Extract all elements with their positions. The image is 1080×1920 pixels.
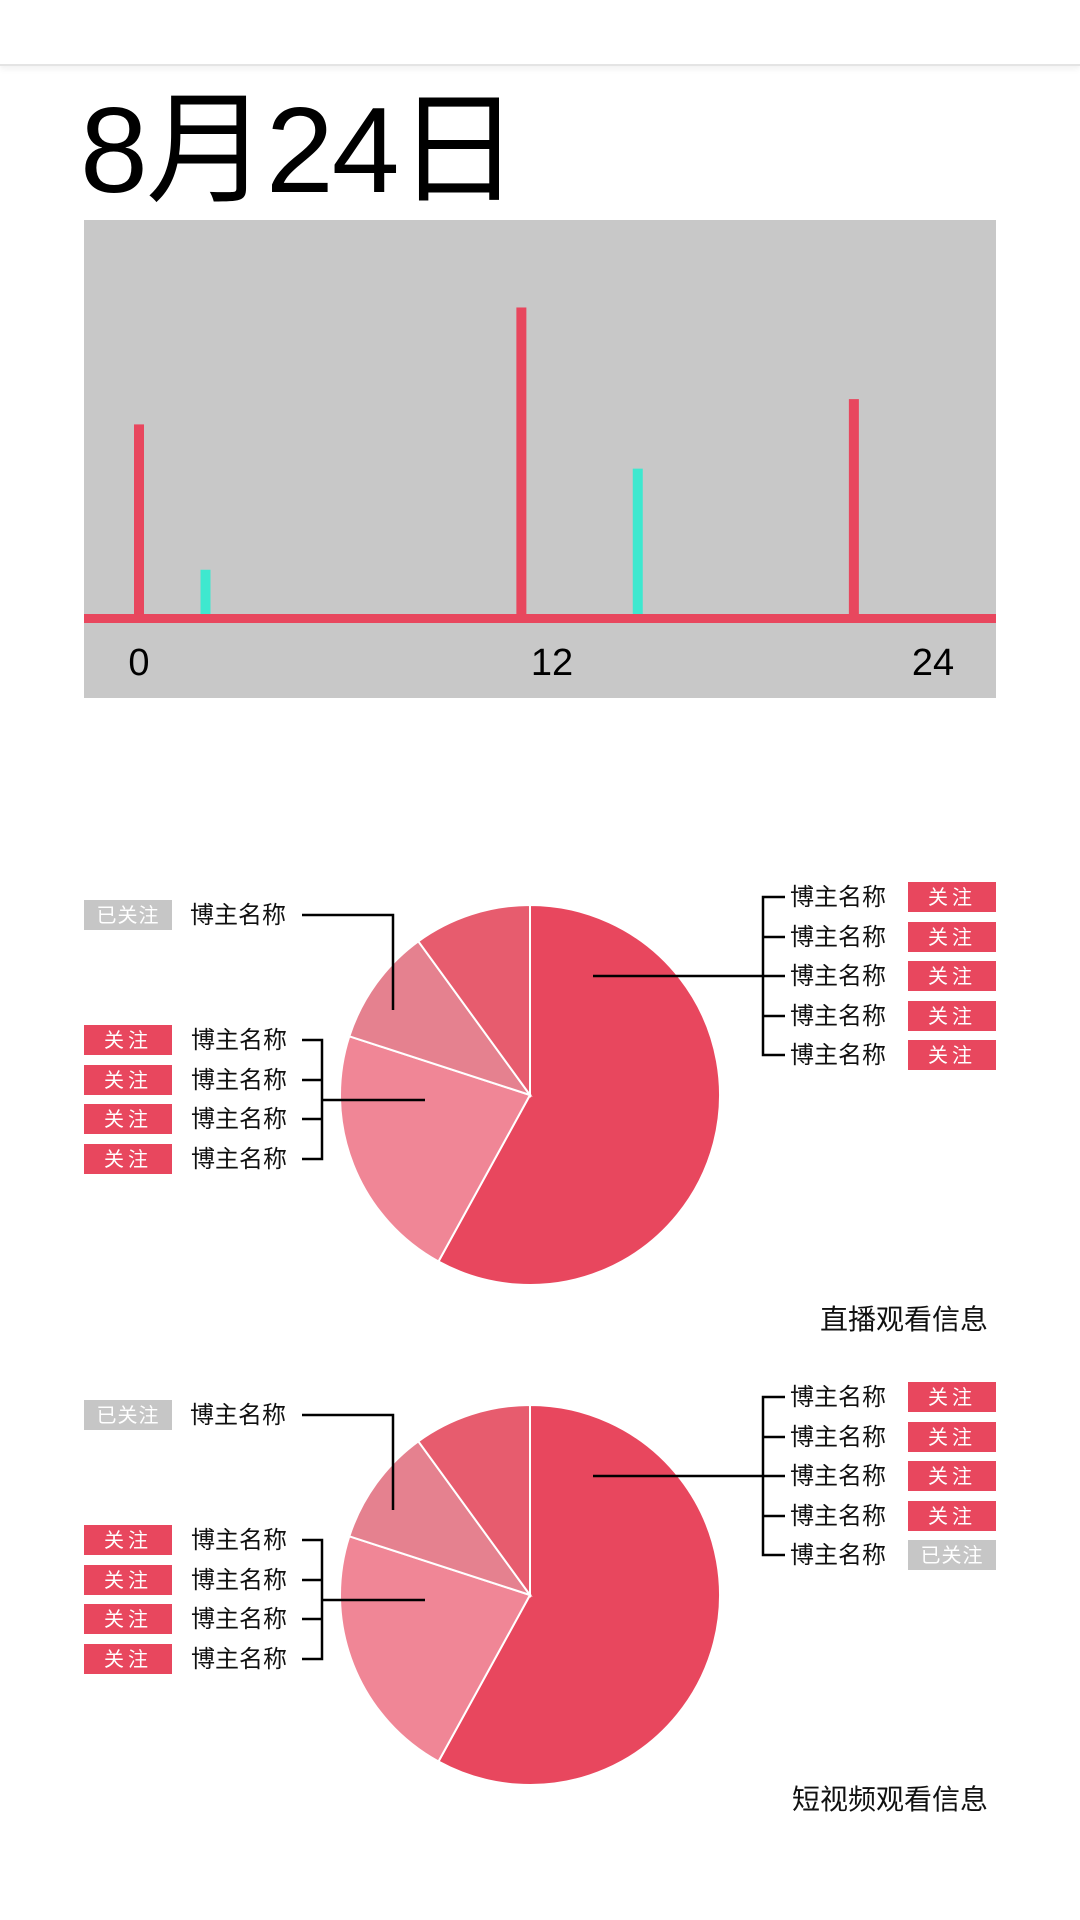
blogger-name: 博主名称 <box>790 1502 886 1530</box>
blogger-name: 博主名称 <box>191 1105 287 1133</box>
timeline-bar-cyan <box>632 468 643 614</box>
live-viewing-caption: 直播观看信息 <box>819 1303 988 1336</box>
leader-line-left-top <box>302 913 395 1010</box>
follow-button[interactable]: 关注 <box>908 1040 996 1070</box>
follow-button[interactable]: 关注 <box>908 922 996 952</box>
follow-button[interactable]: 关注 <box>908 1501 996 1531</box>
followed-badge[interactable]: 已关注 <box>908 1540 996 1570</box>
short-video-pie-chart <box>302 1395 785 1786</box>
blogger-name: 博主名称 <box>191 1066 287 1094</box>
follow-button[interactable]: 关注 <box>84 1065 172 1095</box>
live-pie-chart <box>302 895 785 1286</box>
follow-button[interactable]: 关注 <box>908 961 996 991</box>
right-blogger-row: 博主名称 关注 <box>790 1382 996 1412</box>
blogger-name: 博主名称 <box>790 1383 886 1411</box>
timeline-bar-red <box>134 424 144 614</box>
followed-badge[interactable]: 已关注 <box>84 900 172 930</box>
follow-button[interactable]: 关注 <box>84 1644 172 1674</box>
blogger-name: 博主名称 <box>790 1041 886 1069</box>
blogger-name: 博主名称 <box>191 1566 287 1594</box>
timeline-bar-red <box>516 307 527 614</box>
blogger-name: 博主名称 <box>191 1605 287 1633</box>
left-blogger-row: 关注 博主名称 <box>84 1065 287 1095</box>
right-blogger-row: 博主名称 关注 <box>790 1461 996 1491</box>
follow-button[interactable]: 关注 <box>84 1604 172 1634</box>
pie-slice-fourth <box>416 1403 531 1599</box>
follow-button[interactable]: 关注 <box>908 882 996 912</box>
follow-button[interactable]: 关注 <box>908 1461 996 1491</box>
blogger-name: 博主名称 <box>190 1401 286 1429</box>
right-blogger-row: 博主名称 关注 <box>790 922 996 952</box>
blogger-name: 博主名称 <box>790 923 886 951</box>
left-blogger-row: 关注 博主名称 <box>84 1025 287 1055</box>
short-video-caption: 短视频观看信息 <box>791 1783 988 1816</box>
left-top-blogger: 已关注 博主名称 <box>84 900 286 930</box>
pie-slice-main <box>437 903 721 1286</box>
follow-button[interactable]: 关注 <box>84 1525 172 1555</box>
live-viewing-section: 已关注 博主名称 关注 博主名称 关注 博主名称 关注 博主名称 关注 博主名称… <box>0 840 1080 1340</box>
left-blogger-row: 关注 博主名称 <box>84 1565 287 1595</box>
pie-slice-third <box>348 939 533 1097</box>
x-tick-label: 12 <box>530 642 574 684</box>
blogger-name: 博主名称 <box>790 962 886 990</box>
timeline-bar-cyan <box>200 569 211 614</box>
date-title: 8月24日 <box>80 82 520 218</box>
pie-slice-main <box>437 1403 721 1786</box>
right-blogger-row: 博主名称 关注 <box>790 1040 996 1070</box>
timeline-chart: 0 12 24 <box>84 220 996 698</box>
follow-button[interactable]: 关注 <box>908 1001 996 1031</box>
pie-slice-fourth <box>416 903 531 1099</box>
blogger-name: 博主名称 <box>191 1645 287 1673</box>
x-tick-label: 24 <box>911 642 955 684</box>
right-blogger-row: 博主名称 关注 <box>790 1422 996 1452</box>
pie-slice-third <box>348 1439 533 1597</box>
left-blogger-row: 关注 博主名称 <box>84 1644 287 1674</box>
follow-button[interactable]: 关注 <box>908 1422 996 1452</box>
follow-button[interactable]: 关注 <box>84 1565 172 1595</box>
short-video-section: 已关注 博主名称 关注 博主名称 关注 博主名称 关注 博主名称 关注 博主名称… <box>0 1340 1080 1840</box>
right-blogger-row: 博主名称 关注 <box>790 882 996 912</box>
left-blogger-row: 关注 博主名称 <box>84 1604 287 1634</box>
blogger-name: 博主名称 <box>790 1462 886 1490</box>
leader-line-left-top <box>302 1413 395 1510</box>
pie-slice-second <box>339 1035 532 1263</box>
timeline-bar-red <box>848 399 859 614</box>
blogger-name: 博主名称 <box>790 1423 886 1451</box>
blogger-name: 博主名称 <box>790 1541 886 1569</box>
right-blogger-row: 博主名称 已关注 <box>790 1540 996 1570</box>
follow-button[interactable]: 关注 <box>84 1025 172 1055</box>
pie-slice-second <box>339 1535 532 1763</box>
blogger-name: 博主名称 <box>191 1526 287 1554</box>
follow-button[interactable]: 关注 <box>908 1382 996 1412</box>
timeline-svg <box>84 307 996 623</box>
blogger-name: 博主名称 <box>790 883 886 911</box>
blogger-name: 博主名称 <box>190 901 286 929</box>
blogger-name: 博主名称 <box>191 1145 287 1173</box>
leader-bracket-left <box>302 1038 324 1161</box>
blogger-name: 博主名称 <box>191 1026 287 1054</box>
blogger-name: 博主名称 <box>790 1002 886 1030</box>
follow-button[interactable]: 关注 <box>84 1144 172 1174</box>
left-blogger-row: 关注 博主名称 <box>84 1144 287 1174</box>
timeline-baseline <box>84 614 996 623</box>
left-blogger-row: 关注 博主名称 <box>84 1525 287 1555</box>
left-blogger-row: 关注 博主名称 <box>84 1104 287 1134</box>
top-bar <box>0 0 1080 66</box>
followed-badge[interactable]: 已关注 <box>84 1400 172 1430</box>
leader-bracket-left <box>302 1538 324 1661</box>
x-tick-label: 0 <box>128 642 150 684</box>
follow-button[interactable]: 关注 <box>84 1104 172 1134</box>
right-blogger-row: 博主名称 关注 <box>790 961 996 991</box>
left-top-blogger: 已关注 博主名称 <box>84 1400 286 1430</box>
right-blogger-row: 博主名称 关注 <box>790 1501 996 1531</box>
right-blogger-row: 博主名称 关注 <box>790 1001 996 1031</box>
